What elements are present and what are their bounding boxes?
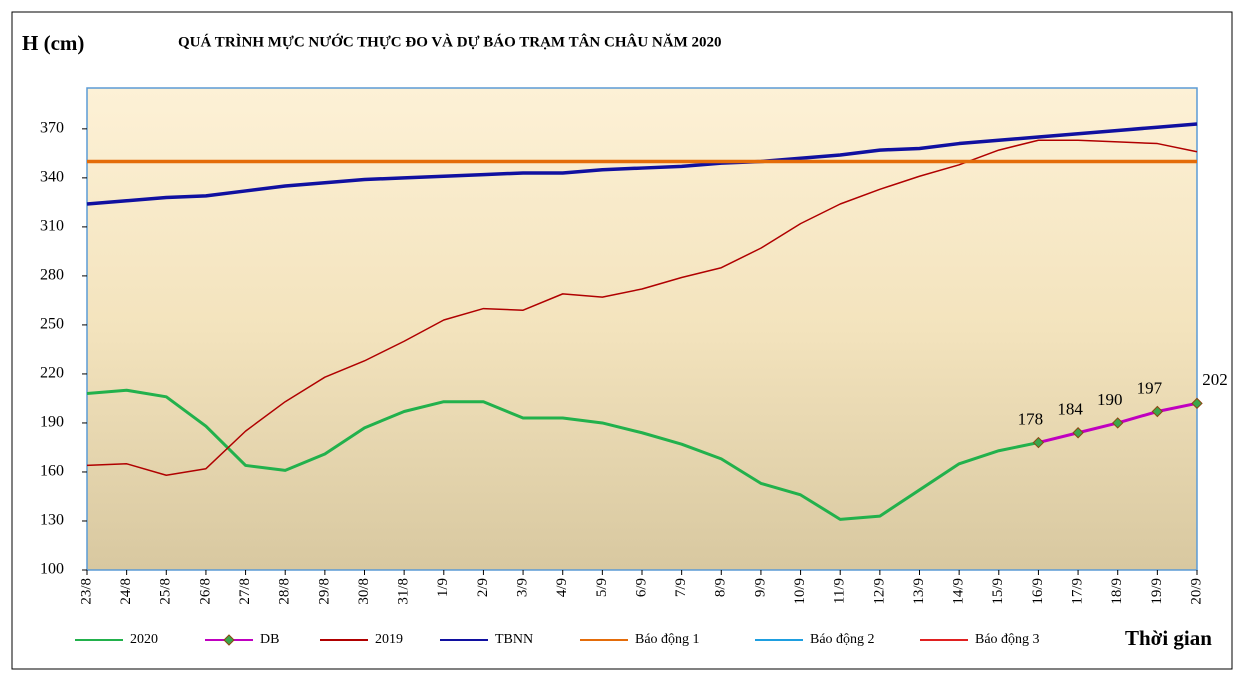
x-tick-label: 30/8 xyxy=(356,578,372,605)
chart-title: QUÁ TRÌNH MỰC NƯỚC THỰC ĐO VÀ DỰ BÁO TRẠ… xyxy=(178,33,721,50)
data-point xyxy=(1151,405,1164,418)
x-tick-label: 14/9 xyxy=(951,578,967,605)
x-axis-label: Thời gian xyxy=(1125,626,1212,650)
x-tick-label: 29/8 xyxy=(316,578,332,605)
legend-label: 2019 xyxy=(375,632,403,647)
x-tick-label: 17/9 xyxy=(1070,578,1086,605)
legend-label: Báo động 1 xyxy=(635,632,700,647)
legend-marker xyxy=(223,634,235,646)
data-point xyxy=(1032,436,1045,449)
x-tick-label: 10/9 xyxy=(792,578,808,605)
data-label: 202 xyxy=(1202,370,1228,389)
x-tick-label: 4/9 xyxy=(554,578,570,597)
x-tick-label: 9/9 xyxy=(752,578,768,597)
x-tick-label: 12/9 xyxy=(871,578,887,605)
x-tick-label: 7/9 xyxy=(673,578,689,597)
y-tick-label: 280 xyxy=(40,267,64,284)
y-tick-label: 370 xyxy=(40,120,64,137)
x-tick-label: 24/8 xyxy=(118,578,134,605)
y-tick-label: 100 xyxy=(40,561,64,578)
data-label: 190 xyxy=(1097,390,1123,409)
legend-label: DB xyxy=(260,632,279,647)
x-tick-label: 6/9 xyxy=(633,578,649,597)
y-axis-label: H (cm) xyxy=(22,31,84,55)
data-point xyxy=(1072,427,1084,439)
legend-label: Báo động 3 xyxy=(975,632,1040,647)
y-tick-label: 160 xyxy=(40,463,64,480)
x-tick-label: 26/8 xyxy=(197,578,213,605)
x-tick-label: 8/9 xyxy=(713,578,729,597)
x-tick-label: 27/8 xyxy=(237,578,253,605)
x-tick-label: 13/9 xyxy=(911,578,927,605)
x-tick-label: 18/9 xyxy=(1109,578,1125,605)
y-tick-label: 190 xyxy=(40,414,64,431)
y-tick-label: 250 xyxy=(40,316,64,333)
x-tick-label: 1/9 xyxy=(435,578,451,597)
x-tick-label: 25/8 xyxy=(158,578,174,605)
x-tick-label: 28/8 xyxy=(277,578,293,605)
data-point xyxy=(1191,397,1203,410)
x-tick-label: 20/9 xyxy=(1188,578,1204,605)
series-line xyxy=(86,139,1198,476)
legend-label: TBNN xyxy=(495,632,533,647)
x-tick-label: 11/9 xyxy=(832,578,848,604)
y-tick-label: 340 xyxy=(40,169,64,186)
legend-label: Báo động 2 xyxy=(810,632,875,647)
x-tick-label: 5/9 xyxy=(594,578,610,597)
x-tick-label: 23/8 xyxy=(78,578,94,605)
x-tick-label: 3/9 xyxy=(515,578,531,597)
x-tick-label: 19/9 xyxy=(1149,578,1165,605)
y-tick-label: 130 xyxy=(40,512,64,529)
data-label: 178 xyxy=(1018,409,1044,428)
y-tick-label: 310 xyxy=(40,218,64,235)
series-line xyxy=(86,122,1198,206)
series-line xyxy=(86,388,1039,521)
data-label: 184 xyxy=(1057,400,1083,419)
x-tick-label: 15/9 xyxy=(990,578,1006,605)
legend-label: 2020 xyxy=(130,632,158,647)
x-tick-label: 31/8 xyxy=(396,578,412,605)
data-label: 197 xyxy=(1137,378,1163,397)
data-point xyxy=(1112,417,1124,429)
y-tick-label: 220 xyxy=(40,365,64,382)
x-tick-label: 16/9 xyxy=(1030,578,1046,605)
x-tick-label: 2/9 xyxy=(475,578,491,597)
